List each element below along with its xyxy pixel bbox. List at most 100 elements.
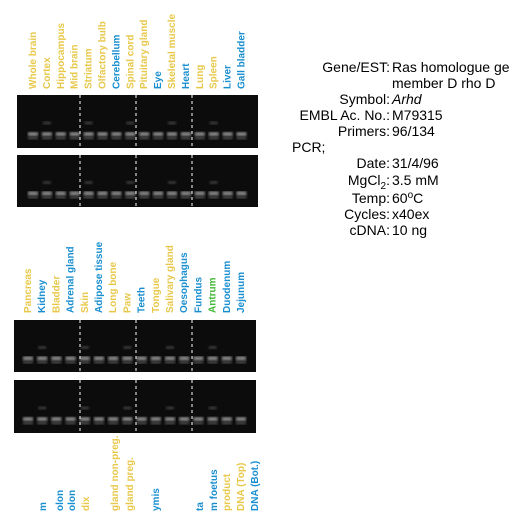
band — [23, 356, 33, 361]
band — [108, 417, 119, 422]
band — [84, 181, 93, 184]
band — [69, 195, 80, 199]
band — [136, 417, 147, 422]
band — [222, 136, 233, 140]
band — [55, 191, 66, 196]
lane-label: Spleen — [209, 56, 220, 89]
value: x40ex — [392, 206, 429, 222]
band — [28, 191, 38, 196]
value: Arhd — [391, 91, 423, 107]
band — [221, 417, 232, 422]
band — [236, 136, 247, 140]
band — [208, 136, 219, 140]
band — [236, 132, 247, 137]
band — [194, 136, 205, 140]
lane-label: Tongue — [151, 277, 162, 313]
band — [37, 356, 48, 361]
band — [111, 195, 122, 199]
band — [83, 132, 94, 137]
band — [165, 417, 175, 422]
lane-label: Bladder — [51, 276, 62, 313]
label: PCR; — [292, 139, 325, 155]
band — [41, 132, 52, 137]
lane-label: Adipose tissue — [94, 241, 105, 313]
gel — [14, 320, 256, 372]
lane-label: DNA (Top) — [236, 463, 247, 511]
lane-label: Pancreas — [23, 268, 34, 313]
band — [108, 360, 119, 364]
band — [111, 191, 122, 196]
band — [167, 191, 177, 196]
lane-label: Skin — [80, 292, 91, 313]
band — [207, 356, 218, 361]
band — [166, 406, 174, 410]
label: Primers: — [338, 123, 390, 139]
band — [136, 360, 147, 364]
band — [83, 191, 94, 196]
band — [83, 195, 94, 199]
band — [150, 417, 161, 422]
band — [23, 421, 33, 425]
band — [69, 132, 80, 137]
lane-label: m — [38, 502, 49, 511]
band — [108, 356, 119, 361]
lane-label: dix — [81, 496, 92, 511]
band — [179, 356, 190, 361]
band — [94, 356, 104, 361]
band — [167, 132, 177, 137]
band — [55, 136, 66, 140]
band — [136, 421, 147, 425]
band — [125, 132, 136, 137]
label: MgCl2: — [348, 172, 390, 192]
label-part: : — [386, 172, 390, 188]
band — [153, 136, 164, 140]
band — [179, 360, 190, 364]
band — [79, 421, 90, 425]
value: Ras homologue ge — [392, 59, 510, 75]
band — [208, 406, 217, 410]
band — [180, 132, 191, 137]
subscript: 2 — [381, 181, 387, 192]
band — [208, 191, 219, 196]
band — [123, 346, 132, 349]
band — [65, 360, 76, 364]
band — [139, 132, 150, 137]
lane-label: Whole brain — [28, 32, 39, 89]
label: EMBL Ac. No.: — [299, 107, 390, 123]
band — [125, 136, 136, 140]
value: member D rho D — [392, 75, 495, 91]
band — [51, 421, 62, 425]
band — [179, 421, 190, 425]
lane-label: Adrenal gland — [66, 246, 77, 313]
band — [37, 417, 48, 422]
band — [28, 132, 38, 137]
band — [153, 132, 164, 137]
band — [51, 417, 62, 422]
band — [207, 360, 218, 364]
lane-label: ymis — [151, 488, 162, 511]
lane-label: Olfactory bulb — [98, 21, 109, 89]
band — [165, 421, 175, 425]
band — [209, 121, 218, 125]
gel — [17, 95, 258, 148]
band — [236, 356, 246, 361]
band — [194, 132, 205, 137]
band — [80, 346, 89, 349]
band — [208, 195, 219, 199]
band — [125, 191, 136, 196]
band — [150, 421, 161, 425]
band — [168, 181, 176, 184]
band — [69, 136, 80, 140]
lane-label: Lung — [195, 65, 206, 89]
band — [126, 181, 135, 184]
band — [122, 356, 133, 361]
band — [41, 191, 52, 196]
band — [38, 346, 47, 349]
band — [37, 360, 48, 364]
gel — [14, 380, 256, 433]
band — [84, 121, 93, 125]
band — [94, 421, 104, 425]
band — [97, 195, 108, 199]
lane-label: Skeletal muscle — [167, 14, 178, 89]
band — [79, 417, 90, 422]
